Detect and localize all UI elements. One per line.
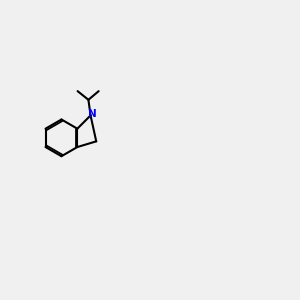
Text: N: N [88,109,96,119]
